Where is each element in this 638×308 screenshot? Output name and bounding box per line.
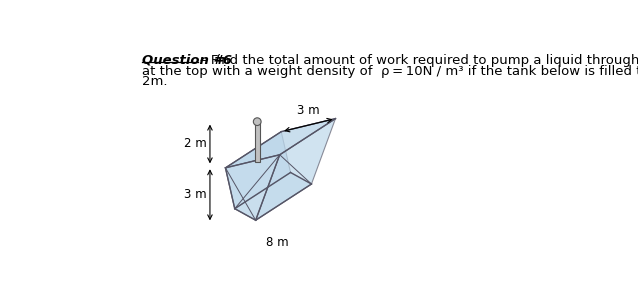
Polygon shape [225,132,290,209]
Polygon shape [225,119,336,168]
Polygon shape [256,119,336,220]
Text: at the top with a weight density of  ρ = 10N / m³ if the tank below is filled to: at the top with a weight density of ρ = … [142,65,638,78]
Text: 8 m: 8 m [266,236,288,249]
Text: – Find the total amount of work required to pump a liquid through the pipe: – Find the total amount of work required… [200,54,638,67]
Circle shape [253,118,261,125]
Text: 2 m: 2 m [184,137,207,151]
Polygon shape [225,155,279,220]
Text: 3 m: 3 m [297,104,320,117]
Text: Question #6: Question #6 [142,54,232,67]
Bar [255,122,260,162]
Text: 3 m: 3 m [184,188,207,201]
Text: 2m.: 2m. [142,75,167,88]
Polygon shape [235,172,311,220]
